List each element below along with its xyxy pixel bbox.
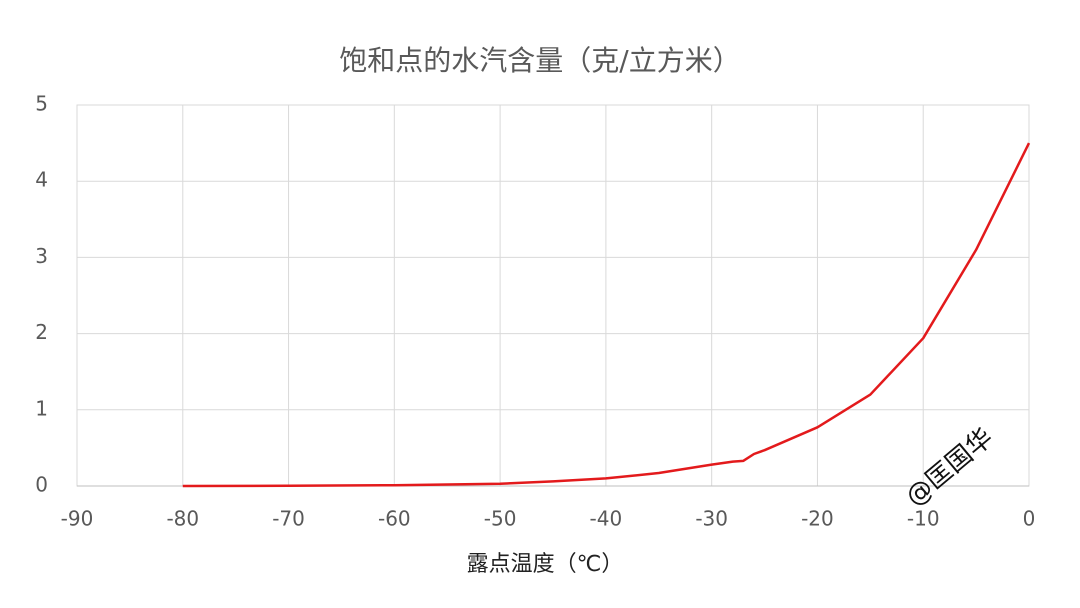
- chart-title: 饱和点的水汽含量（克/立方米）: [339, 44, 740, 77]
- y-tick-label: 4: [35, 168, 48, 192]
- x-tick-label: -50: [484, 507, 517, 531]
- y-tick-label: 3: [35, 244, 48, 268]
- y-tick-label: 0: [35, 473, 48, 497]
- y-tick-label: 2: [35, 320, 48, 344]
- data-line: [182, 142, 1031, 488]
- x-tick-label: -90: [61, 507, 94, 531]
- x-tick-label: 0: [1023, 507, 1036, 531]
- y-tick-label: 1: [35, 396, 48, 420]
- y-tick-label: 5: [35, 92, 48, 116]
- x-tick-label: -20: [801, 507, 834, 531]
- x-tick-label: -70: [272, 507, 305, 531]
- x-tick-label: -30: [695, 507, 728, 531]
- x-tick-label: -60: [378, 507, 411, 531]
- x-tick-label: -10: [907, 507, 940, 531]
- x-axis-label: 露点温度（℃）: [467, 552, 624, 577]
- x-tick-label: -40: [590, 507, 623, 531]
- x-tick-label: -80: [166, 507, 199, 531]
